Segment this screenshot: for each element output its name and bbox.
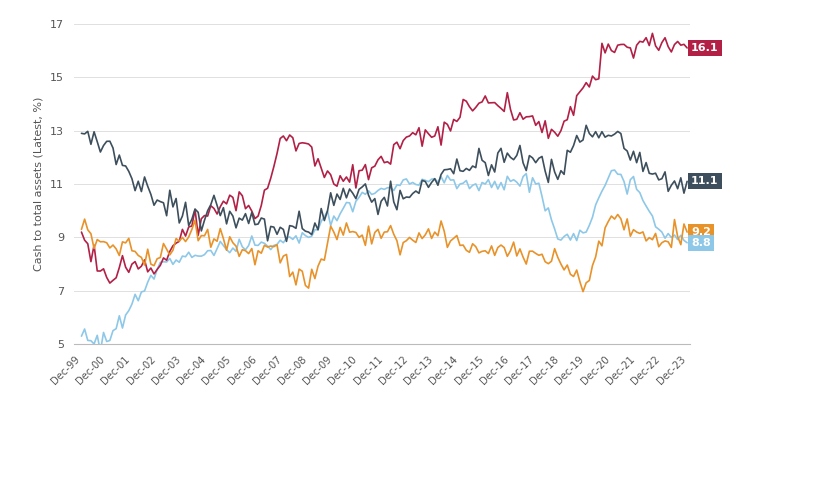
Text: 11.1: 11.1 xyxy=(691,176,718,186)
Text: 16.1: 16.1 xyxy=(691,43,718,53)
Text: 8.8: 8.8 xyxy=(691,238,711,248)
Text: 9.2: 9.2 xyxy=(691,227,711,237)
Y-axis label: Cash to total assets (Latest, %): Cash to total assets (Latest, %) xyxy=(33,97,43,271)
